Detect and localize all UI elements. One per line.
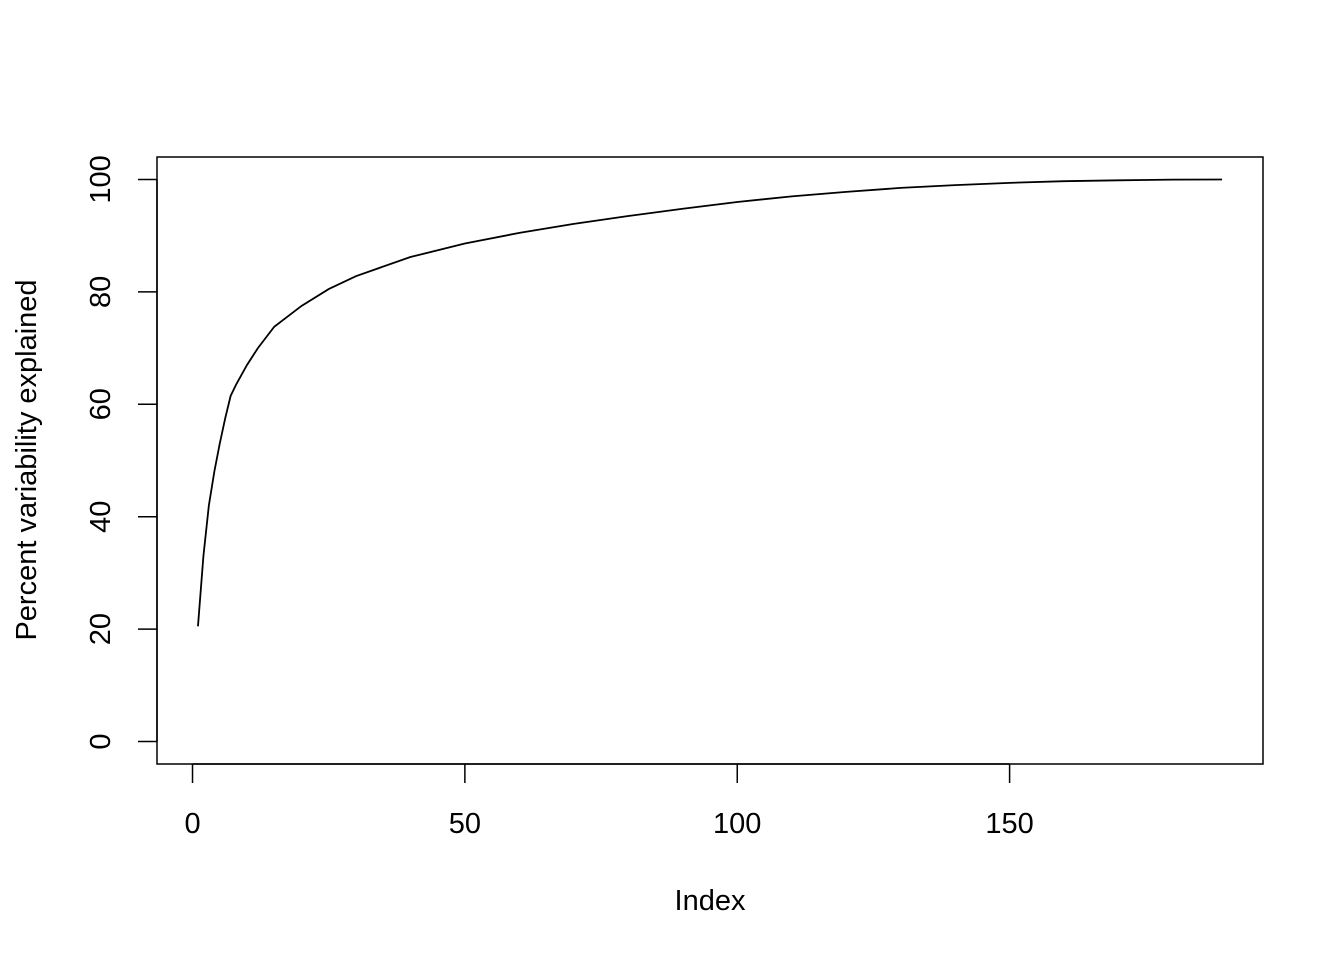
- x-tick-label: 100: [713, 808, 761, 840]
- plot-frame: [156, 156, 1264, 765]
- y-tick-label: 40: [85, 501, 117, 533]
- y-tick-label: 60: [85, 388, 117, 420]
- data-line: [197, 178, 1223, 627]
- x-tick-label: 150: [985, 808, 1033, 840]
- x-tick-label: 50: [449, 808, 481, 840]
- x-tick-label: 0: [184, 808, 200, 840]
- y-axis-label: Percent variability explained: [11, 279, 43, 640]
- y-tick-label: 0: [85, 733, 117, 749]
- y-tick-label: 80: [85, 276, 117, 308]
- y-tick-label: 20: [85, 613, 117, 645]
- y-tick-label: 100: [85, 155, 117, 203]
- x-axis-label: Index: [675, 885, 746, 917]
